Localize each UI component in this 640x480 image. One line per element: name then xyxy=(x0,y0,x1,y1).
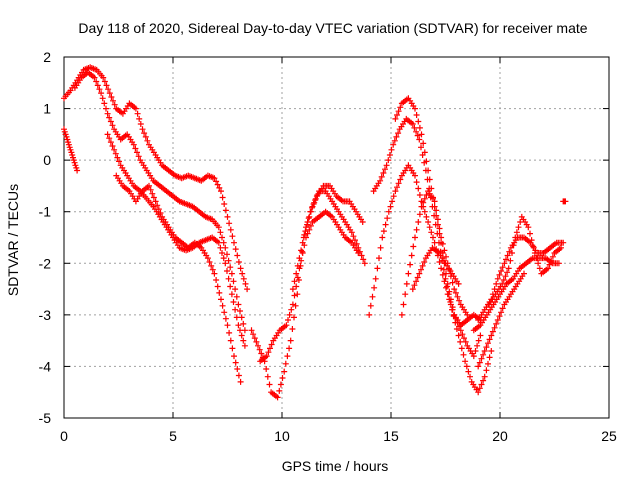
x-tick-label: 5 xyxy=(169,428,177,444)
series-track2 xyxy=(71,69,248,334)
series-track5 xyxy=(61,126,81,174)
data-layer xyxy=(61,64,569,401)
series-track18 xyxy=(560,198,569,205)
data-points xyxy=(61,126,81,174)
y-tick-label: -3 xyxy=(39,307,52,323)
series-track8 xyxy=(289,188,368,293)
series-track6 xyxy=(248,182,366,401)
data-points xyxy=(113,172,244,385)
series-track7 xyxy=(257,208,362,365)
y-tick-label: -5 xyxy=(39,410,52,426)
y-tick-label: -2 xyxy=(39,255,52,271)
data-points xyxy=(398,188,471,318)
y-tick-label: 0 xyxy=(43,152,51,168)
series-track16 xyxy=(486,213,564,308)
series-track17 xyxy=(475,270,527,370)
plot-frame xyxy=(63,56,610,419)
data-points xyxy=(248,182,366,401)
y-axis-label: SDTVAR / TECUs xyxy=(5,184,21,296)
data-points xyxy=(366,162,484,329)
data-points xyxy=(560,198,569,205)
x-tick-label: 10 xyxy=(274,428,290,444)
y-tick-label: -1 xyxy=(39,204,52,220)
x-tick-label: 25 xyxy=(601,428,617,444)
data-points xyxy=(486,213,564,308)
data-points xyxy=(257,208,362,365)
x-axis-label: GPS time / hours xyxy=(282,458,389,474)
series-track12 xyxy=(398,188,471,318)
data-points xyxy=(289,188,368,293)
series-track4 xyxy=(113,172,244,385)
data-points xyxy=(61,64,251,293)
y-tick-label: 2 xyxy=(43,49,51,65)
series-track11 xyxy=(366,162,484,329)
y-tick-label: -4 xyxy=(39,358,52,374)
y-tick-label: 1 xyxy=(43,101,51,117)
x-tick-label: 20 xyxy=(492,428,508,444)
series-track1 xyxy=(61,64,251,293)
data-points xyxy=(71,69,248,334)
data-points xyxy=(409,244,462,293)
x-tick-label: 15 xyxy=(383,428,399,444)
x-tick-label: 0 xyxy=(60,428,68,444)
data-points xyxy=(475,270,527,370)
series-track13 xyxy=(409,244,462,293)
chart-title: Day 118 of 2020, Sidereal Day-to-day VTE… xyxy=(78,20,587,36)
